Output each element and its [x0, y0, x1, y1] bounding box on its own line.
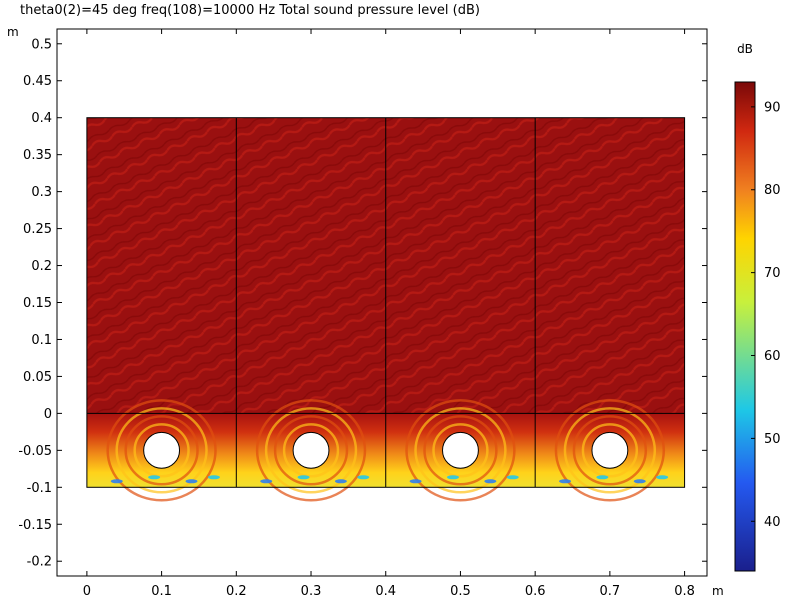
low-level-speckle [357, 475, 370, 480]
y-tick-label: -0.05 [18, 444, 52, 459]
low-level-speckle [110, 479, 123, 484]
y-tick-label: 0.05 [23, 370, 52, 385]
cylinder-scatterer [442, 431, 479, 469]
scatter-ring [106, 399, 217, 502]
scatter-ring [432, 423, 489, 478]
x-tick-label: 0.8 [674, 584, 695, 599]
x-tick-label: 0 [83, 584, 91, 599]
low-level-speckle [334, 479, 347, 484]
cylinder-scatterer [591, 431, 629, 469]
scatter-ring [423, 415, 498, 486]
scatter-ring [563, 407, 657, 494]
y-tick-label: 0.3 [31, 185, 52, 200]
y-tick-label: 0.4 [31, 111, 52, 126]
scatter-ring [554, 399, 666, 502]
x-tick-label: 0.2 [226, 584, 247, 599]
scatter-ring [124, 415, 199, 486]
scatter-ring [133, 423, 190, 478]
low-level-speckle [559, 479, 572, 484]
y-tick-label: -0.1 [27, 481, 52, 496]
scatter-ring [572, 415, 648, 486]
x-tick-label: 0.7 [600, 584, 621, 599]
x-tick-label: 0.4 [375, 584, 396, 599]
y-axis-unit: m [7, 25, 19, 39]
scatter-ring [282, 423, 340, 478]
low-level-speckle [297, 475, 310, 480]
x-tick-label: 0.1 [151, 584, 172, 599]
chart-title: theta0(2)=45 deg freq(108)=10000 Hz Tota… [20, 3, 480, 18]
x-axis-unit: m [712, 584, 724, 598]
low-level-speckle [260, 479, 273, 484]
colorbar-tick-label: 60 [764, 349, 781, 364]
colorbar-tick-label: 90 [764, 100, 781, 115]
colorbar [734, 81, 756, 572]
colorbar-unit: dB [737, 42, 753, 56]
scatter-ring [255, 399, 367, 502]
colorbar-tick-label: 80 [764, 183, 781, 198]
low-level-speckle [446, 475, 459, 480]
colorbar-tick-label: 70 [764, 266, 781, 281]
low-level-speckle [633, 479, 646, 484]
y-tick-label: -0.15 [18, 518, 52, 533]
y-tick-label: 0.35 [23, 148, 52, 163]
scatter-ring [414, 407, 507, 494]
y-tick-label: 0.2 [31, 259, 52, 274]
cylinder-scatterer [143, 431, 181, 469]
scatter-ring [264, 407, 358, 494]
y-tick-label: 0.5 [31, 37, 52, 52]
low-level-speckle [484, 479, 497, 484]
low-level-speckle [656, 475, 669, 480]
y-tick-label: 0.1 [31, 333, 52, 348]
y-tick-label: 0.25 [23, 222, 52, 237]
low-level-speckle [207, 475, 220, 480]
x-tick-label: 0.6 [525, 584, 546, 599]
low-level-speckle [596, 475, 609, 480]
x-tick-label: 0.3 [301, 584, 322, 599]
scatter-ring [405, 399, 516, 502]
scatter-ring [115, 407, 208, 494]
y-tick-label: 0.15 [23, 296, 52, 311]
colorbar-tick-label: 40 [764, 515, 781, 530]
colorbar-tick-label: 50 [764, 432, 781, 447]
low-level-speckle [148, 475, 161, 480]
y-tick-label: 0.45 [23, 74, 52, 89]
scatter-ring [273, 415, 349, 486]
low-level-speckle [409, 479, 422, 484]
cylinder-scatterer [292, 431, 330, 469]
y-tick-label: 0 [44, 407, 52, 422]
scatter-ring [581, 423, 639, 478]
low-level-speckle [506, 475, 519, 480]
x-tick-label: 0.5 [450, 584, 471, 599]
low-level-speckle [185, 479, 198, 484]
y-tick-label: -0.2 [27, 555, 52, 570]
